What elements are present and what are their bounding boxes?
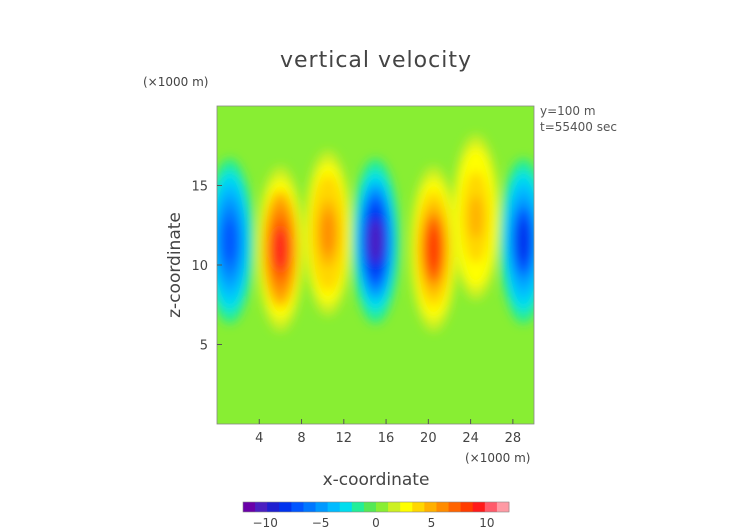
colorbar-tick-label: 10 xyxy=(479,516,494,530)
colorbar-swatch xyxy=(412,502,425,512)
colorbar-swatch xyxy=(496,502,510,512)
chart-title: vertical velocity xyxy=(279,48,472,73)
x-tick-label: 4 xyxy=(255,431,263,446)
downdraft-cell-4 xyxy=(351,158,400,324)
annotation-y-position: y=100 m xyxy=(540,104,596,118)
colorbar-swatch xyxy=(400,502,413,512)
axes: 4 8 12 16 20 24 28 5 10 15 xyxy=(191,180,521,447)
y-tick-label: 5 xyxy=(200,339,208,354)
colorbar-tick-label: 0 xyxy=(372,516,380,530)
colorbar-swatch xyxy=(436,502,449,512)
colorbar-swatch xyxy=(472,502,486,512)
colorbar-swatch xyxy=(243,502,256,512)
y-tick-label: 10 xyxy=(191,259,208,274)
colorbar-swatch xyxy=(388,502,401,512)
colorbar-swatch xyxy=(267,502,280,512)
updraft-cell-3 xyxy=(304,150,352,316)
annotation-time: t=55400 sec xyxy=(540,120,617,134)
x-tick-label: 24 xyxy=(462,431,479,446)
x-tick-label: 8 xyxy=(297,431,305,446)
updraft-cell-2 xyxy=(256,166,305,332)
colorbar-swatch xyxy=(315,502,329,512)
colorbar-swatch xyxy=(255,502,268,512)
y-tick-label: 15 xyxy=(191,180,208,195)
y-axis-unit: (×1000 m) xyxy=(143,75,209,89)
x-tick-label: 12 xyxy=(336,431,353,446)
x-axis-label: x-coordinate xyxy=(322,470,430,490)
colorbar: −10 −5 0 5 10 xyxy=(242,501,510,530)
colorbar-swatch xyxy=(339,502,353,512)
colorbar-swatch xyxy=(484,502,498,512)
colorbar-swatch xyxy=(376,502,389,512)
downdraft-cell-7 xyxy=(499,158,534,324)
colorbar-swatch xyxy=(327,502,341,512)
colorbar-swatch xyxy=(351,502,365,512)
colorbar-tick-label: −5 xyxy=(312,516,330,530)
updraft-cell-5 xyxy=(409,166,458,332)
colorbar-swatch xyxy=(303,502,316,512)
colorbar-swatch xyxy=(279,502,292,512)
x-tick-label: 16 xyxy=(378,431,395,446)
colorbar-frame xyxy=(242,501,510,513)
colorbar-swatch xyxy=(363,502,377,512)
colorbar-tick-label: 5 xyxy=(428,516,436,530)
colorbar-swatch xyxy=(460,502,474,512)
plot-area xyxy=(216,105,535,425)
colorbar-tick-label: −10 xyxy=(253,516,278,530)
x-tick-label: 28 xyxy=(505,431,522,446)
updraft-cell-6 xyxy=(452,134,500,300)
colorbar-swatch xyxy=(424,502,437,512)
colorbar-swatch xyxy=(291,502,304,512)
colorbar-swatch xyxy=(448,502,462,512)
downdraft-cell-1 xyxy=(217,158,254,324)
x-axis-unit: (×1000 m) xyxy=(465,451,531,465)
x-tick-label: 20 xyxy=(420,431,437,446)
